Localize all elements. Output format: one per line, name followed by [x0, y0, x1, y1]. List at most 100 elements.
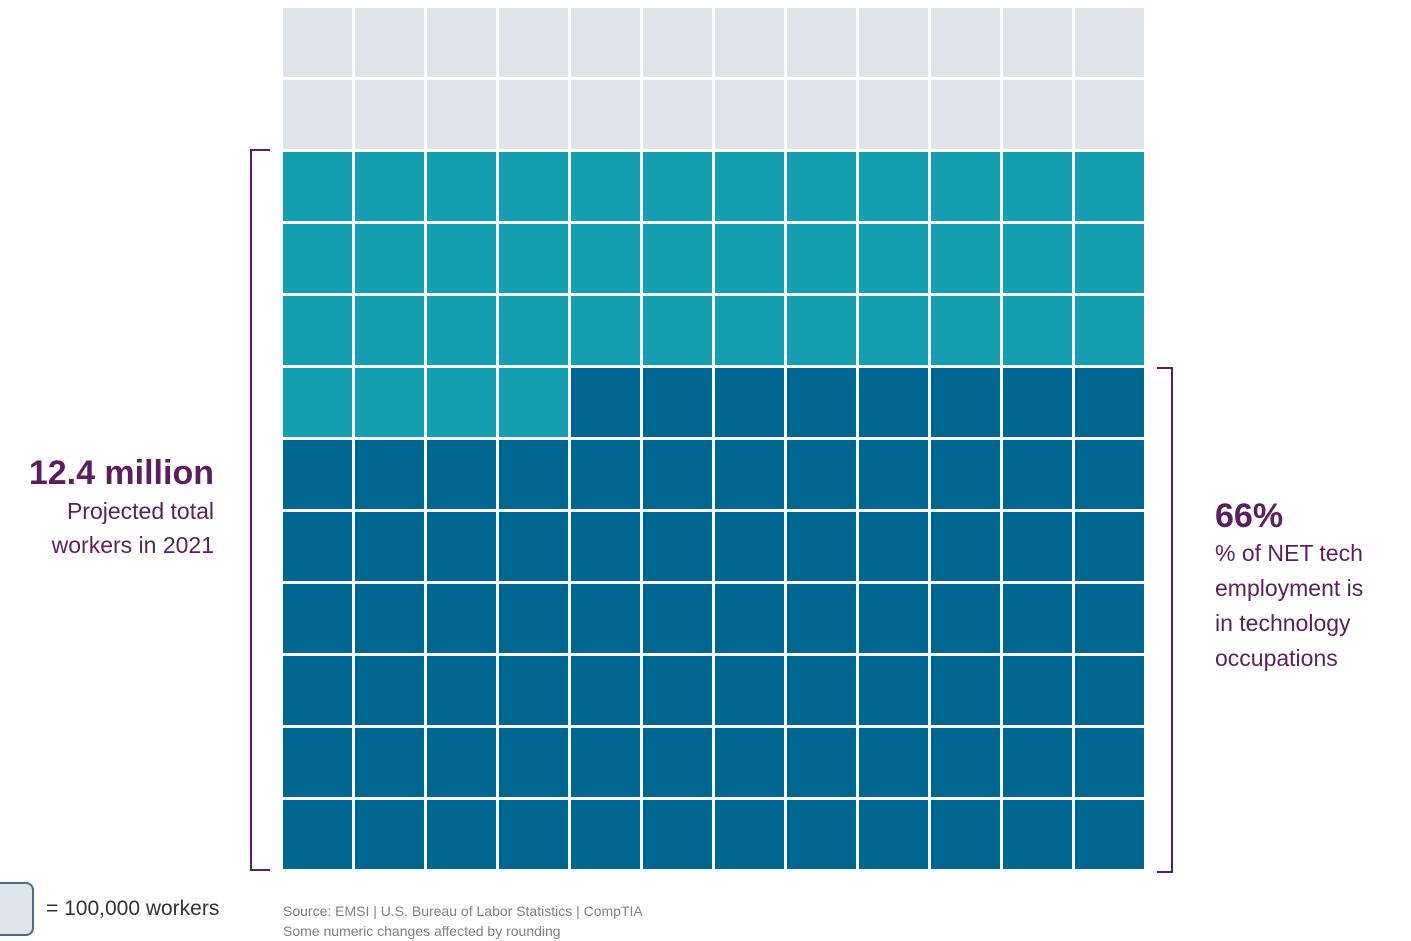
waffle-cell-non-tech-occupations: [1003, 296, 1072, 365]
waffle-cell-non-tech-occupations: [931, 224, 1000, 293]
total-annotation: 12.4 million Projected total workers in …: [29, 452, 214, 562]
waffle-cell-tech-occupations: [715, 584, 784, 653]
waffle-cell-non-tech-occupations: [1075, 296, 1144, 365]
waffle-cell-tech-occupations: [643, 656, 712, 725]
waffle-cell-non-tech-occupations: [571, 152, 640, 221]
waffle-cell-non-tech-occupations: [283, 224, 352, 293]
waffle-cell-tech-occupations: [1003, 728, 1072, 797]
waffle-cell-tech-occupations: [931, 656, 1000, 725]
waffle-cell-empty: [1003, 8, 1072, 77]
waffle-cell-tech-occupations: [571, 800, 640, 869]
waffle-cell-tech-occupations: [859, 584, 928, 653]
waffle-cell-empty: [715, 80, 784, 149]
waffle-cell-non-tech-occupations: [355, 368, 424, 437]
waffle-cell-empty: [283, 80, 352, 149]
waffle-cell-tech-occupations: [787, 584, 856, 653]
waffle-cell-tech-occupations: [499, 512, 568, 581]
waffle-cell-tech-occupations: [283, 728, 352, 797]
waffle-cell-non-tech-occupations: [355, 224, 424, 293]
waffle-cell-empty: [571, 8, 640, 77]
waffle-cell-non-tech-occupations: [499, 224, 568, 293]
waffle-cell-tech-occupations: [283, 656, 352, 725]
waffle-cell-tech-occupations: [499, 728, 568, 797]
waffle-cell-empty: [787, 8, 856, 77]
waffle-cell-tech-occupations: [787, 800, 856, 869]
waffle-cell-tech-occupations: [355, 728, 424, 797]
waffle-cell-non-tech-occupations: [787, 296, 856, 365]
waffle-cell-non-tech-occupations: [427, 368, 496, 437]
waffle-cell-tech-occupations: [571, 728, 640, 797]
legend-swatch: [0, 882, 34, 936]
share-annotation: 66% % of NET tech employment is in techn…: [1215, 496, 1405, 676]
waffle-cell-non-tech-occupations: [715, 152, 784, 221]
waffle-cell-non-tech-occupations: [427, 224, 496, 293]
waffle-cell-tech-occupations: [571, 656, 640, 725]
total-sublabel-line-1: Projected total: [66, 498, 214, 524]
waffle-cell-non-tech-occupations: [931, 152, 1000, 221]
waffle-cell-tech-occupations: [859, 512, 928, 581]
waffle-cell-non-tech-occupations: [643, 296, 712, 365]
waffle-cell-non-tech-occupations: [1075, 152, 1144, 221]
waffle-cell-tech-occupations: [1075, 440, 1144, 509]
waffle-cell-tech-occupations: [643, 368, 712, 437]
waffle-cell-tech-occupations: [571, 584, 640, 653]
waffle-cell-empty: [427, 80, 496, 149]
waffle-cell-tech-occupations: [931, 800, 1000, 869]
waffle-cell-tech-occupations: [1003, 584, 1072, 653]
waffle-cell-tech-occupations: [571, 368, 640, 437]
waffle-cell-tech-occupations: [427, 800, 496, 869]
waffle-cell-tech-occupations: [931, 512, 1000, 581]
waffle-cell-empty: [643, 80, 712, 149]
waffle-cell-non-tech-occupations: [499, 368, 568, 437]
waffle-cell-non-tech-occupations: [427, 152, 496, 221]
waffle-cell-tech-occupations: [499, 800, 568, 869]
waffle-cell-tech-occupations: [715, 440, 784, 509]
waffle-cell-tech-occupations: [427, 584, 496, 653]
waffle-cell-non-tech-occupations: [931, 296, 1000, 365]
waffle-cell-non-tech-occupations: [1003, 152, 1072, 221]
waffle-cell-empty: [355, 8, 424, 77]
waffle-cell-non-tech-occupations: [643, 224, 712, 293]
waffle-cell-tech-occupations: [499, 656, 568, 725]
waffle-cell-tech-occupations: [427, 512, 496, 581]
waffle-cell-tech-occupations: [427, 728, 496, 797]
waffle-cell-non-tech-occupations: [355, 296, 424, 365]
waffle-cell-non-tech-occupations: [715, 296, 784, 365]
waffle-cell-empty: [715, 8, 784, 77]
waffle-cell-tech-occupations: [787, 656, 856, 725]
waffle-cell-non-tech-occupations: [499, 152, 568, 221]
waffle-cell-tech-occupations: [787, 728, 856, 797]
waffle-cell-tech-occupations: [931, 440, 1000, 509]
waffle-cell-non-tech-occupations: [571, 296, 640, 365]
source-line: Source: EMSI | U.S. Bureau of Labor Stat…: [283, 903, 643, 919]
waffle-cell-tech-occupations: [931, 728, 1000, 797]
waffle-cell-empty: [787, 80, 856, 149]
source-note: Source: EMSI | U.S. Bureau of Labor Stat…: [283, 901, 643, 941]
waffle-cell-empty: [643, 8, 712, 77]
waffle-cell-tech-occupations: [1003, 440, 1072, 509]
waffle-cell-tech-occupations: [643, 440, 712, 509]
total-value: 12.4 million: [28, 454, 214, 492]
waffle-cell-tech-occupations: [283, 800, 352, 869]
waffle-cell-tech-occupations: [1075, 800, 1144, 869]
waffle-cell-tech-occupations: [1075, 368, 1144, 437]
waffle-cell-non-tech-occupations: [283, 368, 352, 437]
waffle-cell-empty: [427, 8, 496, 77]
waffle-cell-non-tech-occupations: [859, 224, 928, 293]
waffle-cell-non-tech-occupations: [859, 296, 928, 365]
waffle-cell-tech-occupations: [427, 656, 496, 725]
waffle-cell-tech-occupations: [571, 440, 640, 509]
share-value: 66%: [1215, 497, 1284, 535]
waffle-cell-tech-occupations: [355, 440, 424, 509]
waffle-cell-tech-occupations: [715, 800, 784, 869]
legend-label: = 100,000 workers: [46, 897, 220, 920]
rounding-note: Some numeric changes affected by roundin…: [283, 923, 561, 939]
waffle-cell-tech-occupations: [931, 368, 1000, 437]
share-sublabel-line-3: in technology: [1215, 610, 1351, 636]
share-sublabel-line-2: employment is: [1215, 575, 1364, 601]
waffle-cell-tech-occupations: [931, 584, 1000, 653]
waffle-cell-tech-occupations: [355, 584, 424, 653]
waffle-cell-tech-occupations: [643, 512, 712, 581]
waffle-cell-non-tech-occupations: [1003, 224, 1072, 293]
